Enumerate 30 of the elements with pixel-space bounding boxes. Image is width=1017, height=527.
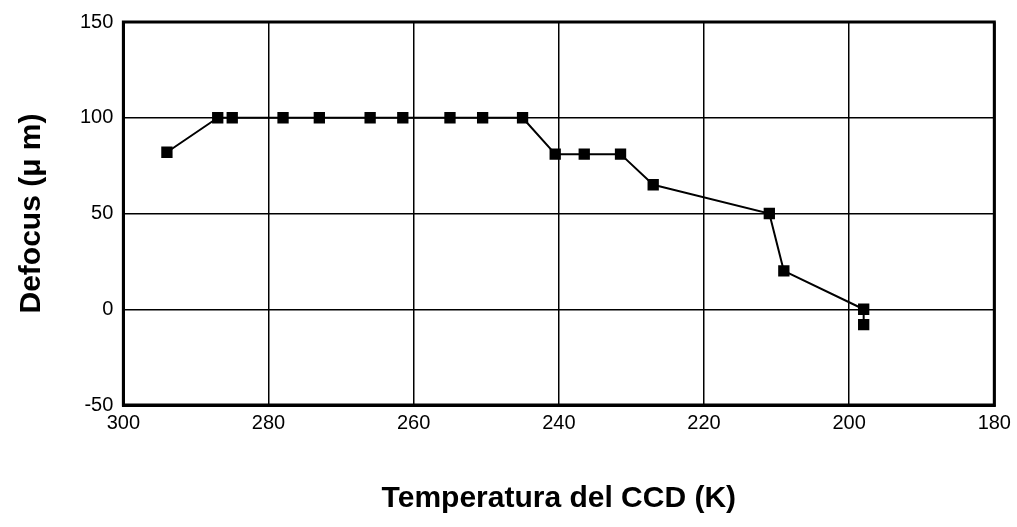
y-axis-title: Defocus (μ m) xyxy=(13,113,47,314)
point xyxy=(647,179,659,191)
x-tick-label: 220 xyxy=(687,410,721,433)
point xyxy=(226,112,238,124)
point xyxy=(858,303,870,315)
point xyxy=(614,148,627,160)
y-tick-label: 100 xyxy=(79,105,114,128)
x-tick-label: 200 xyxy=(832,410,866,433)
point xyxy=(212,112,224,124)
point xyxy=(277,112,289,124)
x-axis-title: Temperatura del CCD (K) xyxy=(381,480,737,514)
point xyxy=(516,112,529,124)
point xyxy=(161,146,173,158)
point xyxy=(778,265,790,277)
point xyxy=(364,112,376,124)
point xyxy=(397,112,409,124)
x-tick-label: 260 xyxy=(397,410,431,433)
point xyxy=(476,112,489,124)
x-tick-label: 180 xyxy=(977,410,1011,433)
y-tick-label: 150 xyxy=(79,9,114,32)
y-tick-label: 50 xyxy=(91,201,114,224)
x-tick-label: 280 xyxy=(251,410,286,433)
x-tick-label: 240 xyxy=(542,410,576,433)
y-tick-label: 0 xyxy=(102,296,114,319)
point xyxy=(763,207,775,220)
point xyxy=(858,318,870,331)
point xyxy=(549,148,561,160)
point xyxy=(313,112,325,124)
point xyxy=(578,148,590,160)
point xyxy=(444,112,456,124)
